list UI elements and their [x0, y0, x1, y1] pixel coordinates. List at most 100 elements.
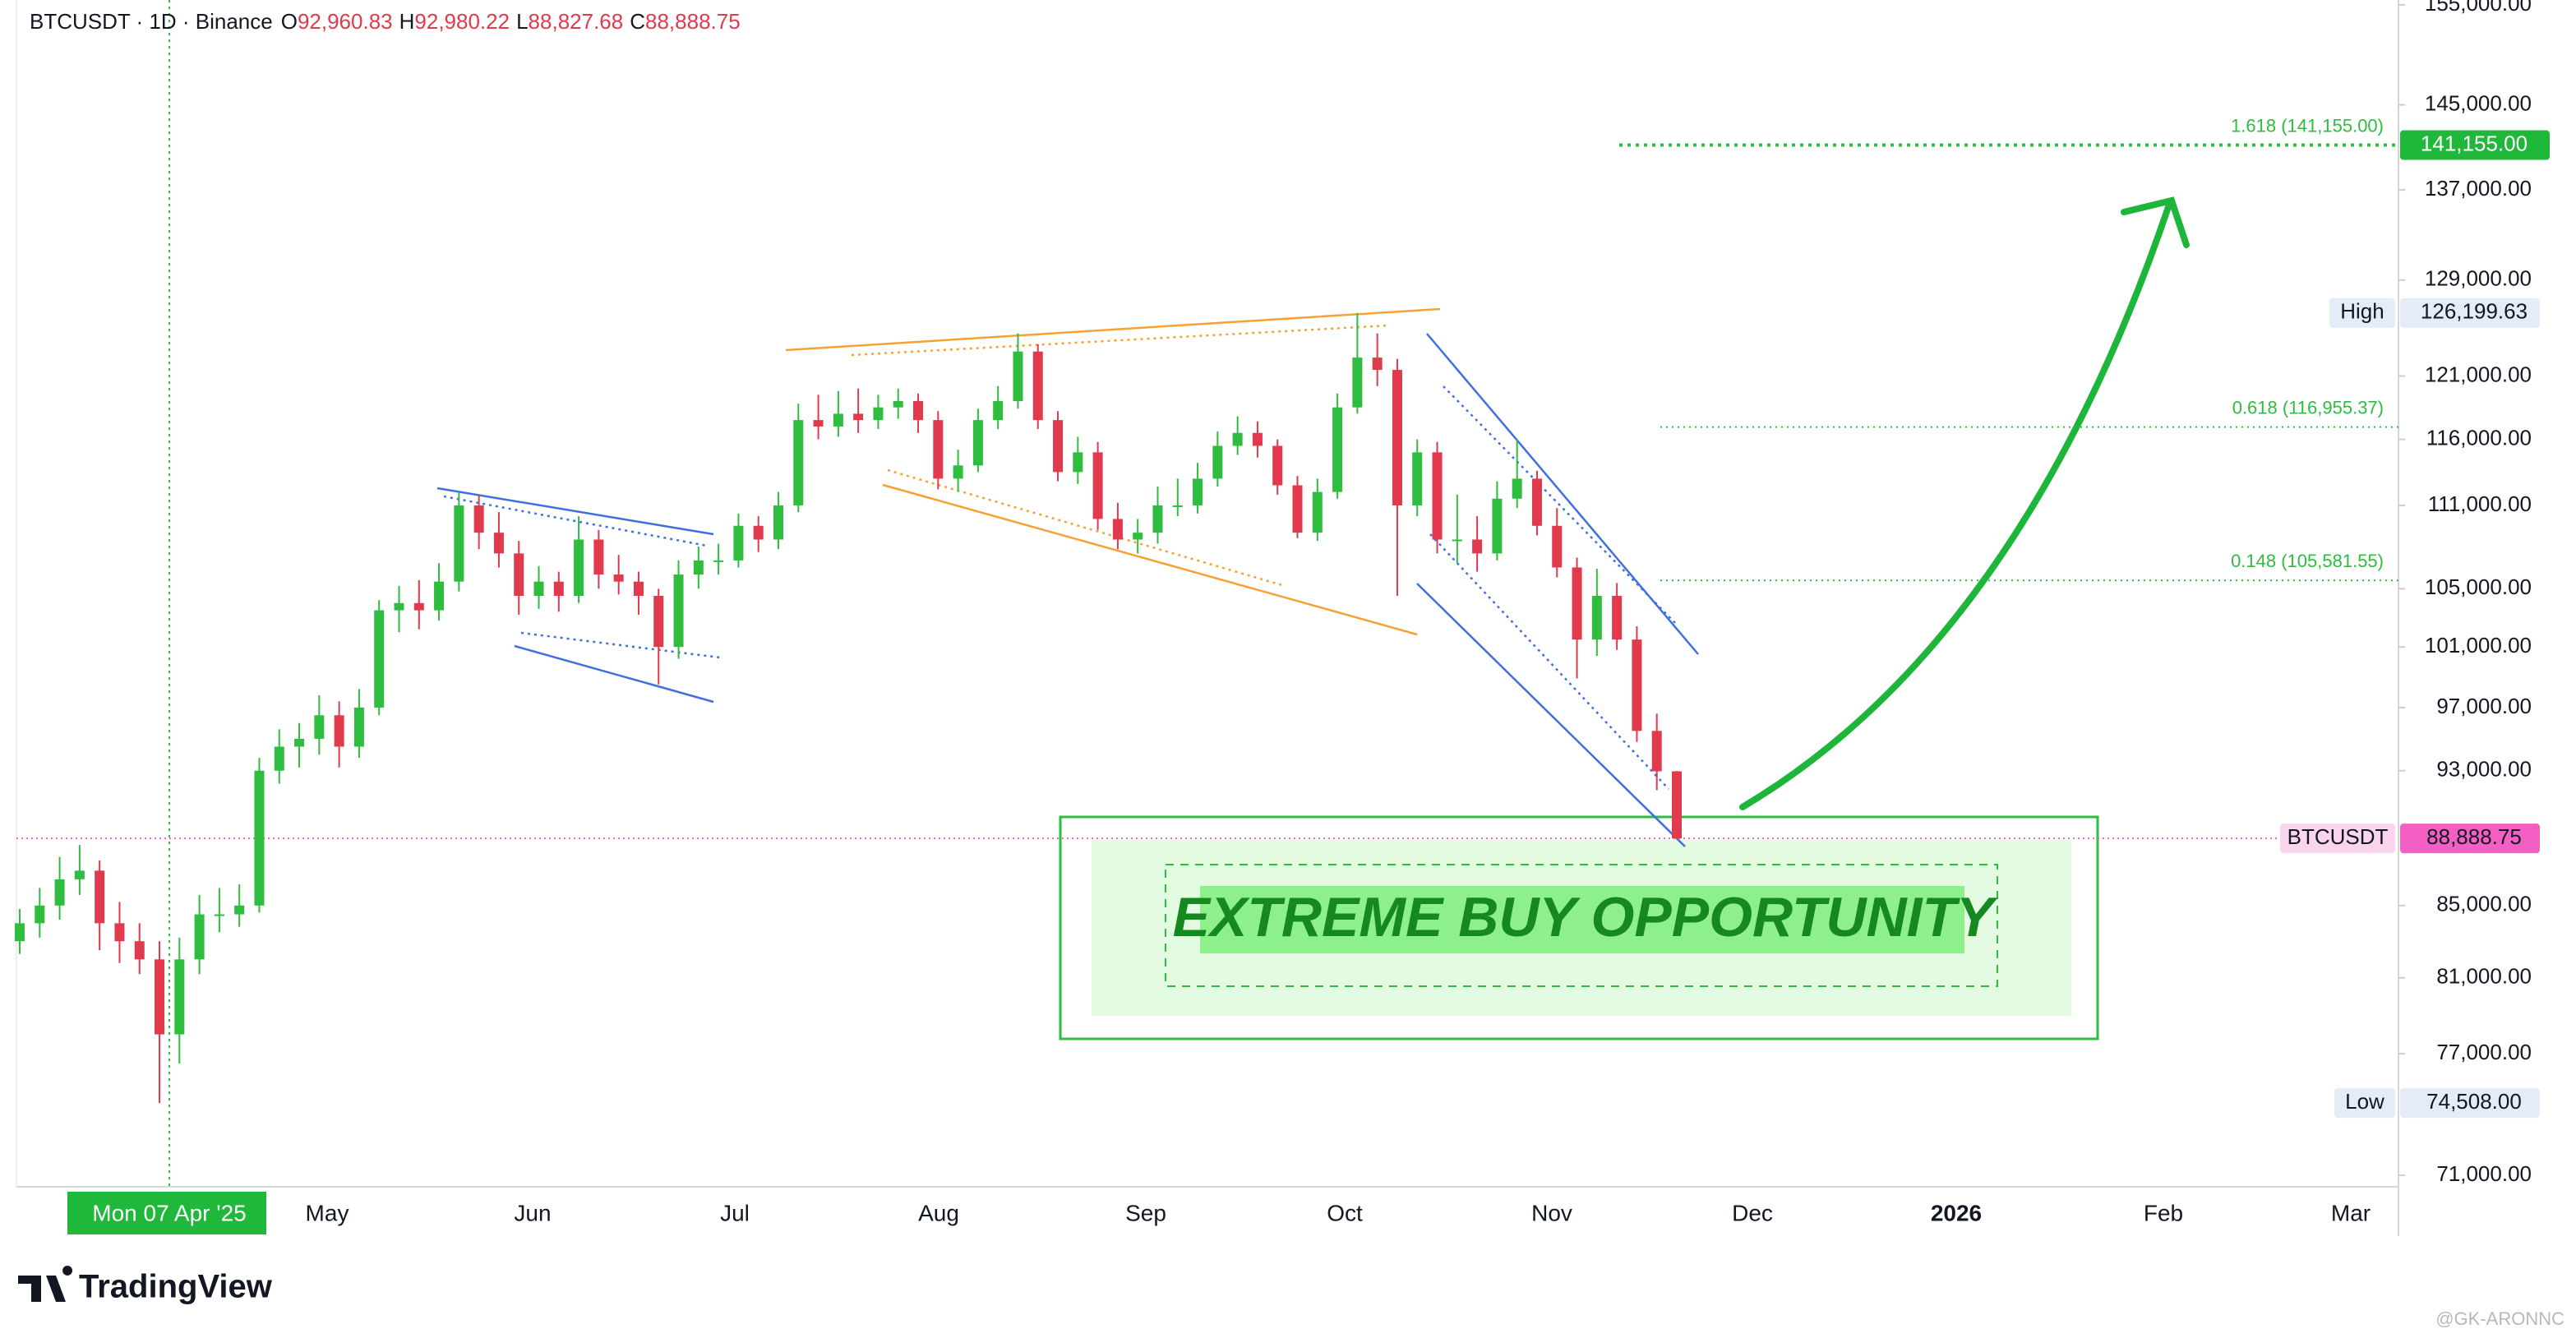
trend-lines	[436, 307, 1699, 847]
candle-body	[993, 401, 1004, 421]
header-value: 88,888.75	[645, 9, 741, 34]
header-key: L	[516, 9, 528, 34]
candle-body	[1372, 358, 1383, 371]
trend-line	[785, 307, 1441, 352]
y-tick-label: 121,000.00	[2425, 362, 2532, 386]
candle-body	[713, 560, 724, 562]
annotation-text: EXTREME BUY OPPORTUNITY	[1173, 886, 1998, 948]
candle-body	[574, 539, 584, 597]
candle-body	[1092, 452, 1103, 519]
marker-value-bg	[2400, 1088, 2540, 1119]
trend-line	[1429, 533, 1669, 790]
candle-body	[1651, 731, 1662, 772]
trend-line	[1443, 385, 1678, 625]
marker-label: BTCUSDT	[2287, 824, 2389, 849]
marker-value: 126,199.63	[2421, 299, 2528, 324]
y-tick-label: 93,000.00	[2436, 757, 2532, 782]
text-highlight	[1200, 886, 1964, 953]
candle-body	[1152, 505, 1163, 533]
candle-body	[773, 505, 783, 540]
candle-body	[1212, 445, 1223, 479]
trend-line	[436, 487, 714, 536]
candle-body	[1272, 445, 1283, 486]
marker-label-bg	[2280, 824, 2395, 854]
candle-body	[1013, 351, 1023, 402]
candle-body	[1053, 420, 1064, 473]
candle-body	[1452, 539, 1462, 542]
header-value: 92,960.83	[298, 9, 393, 34]
candle-body	[733, 525, 744, 561]
candle-body	[853, 413, 864, 421]
candle-body	[1392, 370, 1402, 505]
candle-body	[1193, 478, 1203, 505]
candle-body	[1412, 452, 1423, 505]
candle-body	[553, 581, 564, 597]
x-tick-label: Mon 07 Apr '25	[92, 1200, 246, 1225]
fib-label: 0.618 (116,955.37)	[2232, 397, 2384, 418]
candle-body	[114, 923, 125, 942]
x-tick-label: Jul	[720, 1200, 750, 1225]
candle-body	[1073, 452, 1083, 473]
candle-body	[613, 574, 624, 582]
candle-body	[194, 914, 205, 960]
candle-body	[1612, 596, 1623, 640]
candle-body	[833, 413, 843, 427]
candle-body	[35, 905, 45, 924]
candle-body	[1133, 533, 1143, 540]
fib-label: 1.618 (141,155.00)	[2231, 115, 2384, 136]
candle-body	[1252, 432, 1263, 446]
x-tick-label: Jun	[514, 1200, 551, 1225]
marker-value-bg	[2400, 824, 2540, 854]
fib-axis-tag	[2400, 130, 2550, 160]
y-tick-label: 145,000.00	[2425, 90, 2532, 115]
arrow-shaft	[1739, 199, 2173, 810]
candle-body	[134, 941, 145, 960]
brand: TradingView	[18, 1266, 273, 1305]
candle-body	[593, 539, 604, 575]
marker-label: Low	[2345, 1089, 2384, 1114]
candle-body	[673, 574, 684, 648]
candle-body	[353, 707, 364, 747]
marker-value: 74,508.00	[2426, 1089, 2522, 1114]
candle-body	[434, 581, 445, 611]
header-value: 92,980.22	[414, 9, 510, 34]
brand-logo	[18, 1266, 73, 1302]
watermark: @GK-ARONNC	[2435, 1308, 2564, 1329]
candle-body	[294, 738, 305, 747]
header-key: H	[399, 9, 415, 34]
header-key: O	[281, 9, 298, 34]
x-tick-label: Mar	[2331, 1200, 2371, 1225]
candle-body	[1572, 567, 1582, 640]
candle-body	[533, 581, 544, 597]
candle-body	[155, 959, 165, 1035]
y-tick-label: 155,000.00	[2425, 0, 2532, 16]
candle-body	[1472, 539, 1483, 554]
y-tick-label: 129,000.00	[2425, 266, 2532, 291]
x-tick-label: 2026	[1931, 1200, 1982, 1225]
marker-value-bg	[2400, 298, 2540, 328]
candle-body	[913, 401, 924, 421]
candle-body	[753, 525, 764, 540]
annotation-box: EXTREME BUY OPPORTUNITY	[1059, 815, 2099, 1040]
marker-value: 88,888.75	[2426, 824, 2522, 849]
candle-body	[1552, 525, 1563, 568]
y-tick-label: 111,000.00	[2428, 491, 2532, 516]
x-tick-label: Aug	[918, 1200, 959, 1225]
header: BTCUSDT · 1D · Binance O92,960.83 H92,980.…	[30, 9, 741, 34]
trend-line	[882, 483, 1418, 636]
candle-body	[972, 420, 983, 466]
y-tick-label: 97,000.00	[2436, 694, 2532, 718]
x-tick-label: May	[306, 1200, 349, 1225]
header-key: C	[630, 9, 645, 34]
x-tick-label: Oct	[1327, 1200, 1363, 1225]
y-tick-label: 137,000.00	[2425, 176, 2532, 201]
fib-label: 0.148 (105,581.55)	[2231, 551, 2384, 571]
trend-line	[887, 468, 1283, 587]
marker-label-bg	[2329, 298, 2395, 328]
candle-body	[334, 715, 344, 747]
candle-body	[873, 407, 884, 421]
candle-body	[374, 610, 385, 708]
candle-body	[1332, 407, 1343, 492]
candle-body	[473, 505, 484, 533]
